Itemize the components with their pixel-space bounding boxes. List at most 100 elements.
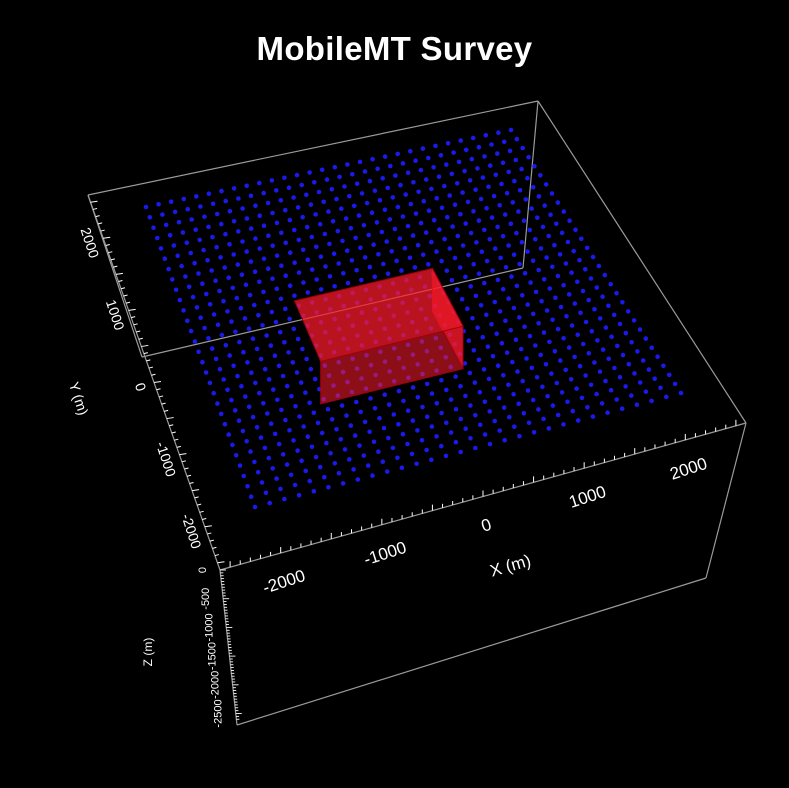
survey-point [252,302,257,308]
survey-point [185,318,190,324]
survey-point [605,410,610,416]
survey-point [458,384,463,389]
survey-point [395,151,401,157]
survey-point [296,270,302,275]
survey-point [204,291,209,297]
survey-point [489,142,494,147]
survey-point [312,376,318,382]
survey-point [632,371,637,376]
survey-point [151,225,156,230]
survey-point [510,200,516,205]
box-edge [236,577,707,726]
survey-point [300,346,305,352]
survey-point [244,216,250,221]
survey-point [609,334,614,340]
survey-point [667,372,672,378]
survey-point [399,268,404,273]
survey-point [238,305,244,311]
survey-point [482,399,488,405]
survey-point [501,373,506,378]
survey-point [356,213,362,218]
y-tick-label: -2000 [178,512,204,551]
survey-point [396,422,401,427]
y-tick [217,561,225,564]
survey-point [257,180,262,186]
survey-point [448,397,454,402]
survey-point [501,139,507,145]
survey-point [541,330,547,335]
survey-point [589,328,595,334]
survey-point [223,198,228,204]
survey-point [300,214,306,220]
survey-point [219,332,225,338]
survey-point [362,255,368,260]
survey-point [606,303,611,309]
survey-point [535,215,540,220]
survey-point [519,166,524,172]
survey-point [529,206,534,211]
survey-point [303,468,309,474]
survey-point [482,432,488,437]
survey-point [270,466,276,471]
survey-point [655,354,660,360]
survey-point [379,229,385,235]
survey-point [186,284,192,290]
survey-point [314,277,320,282]
survey-point [305,257,311,263]
survey-point [241,349,246,355]
survey-point [520,293,525,298]
survey-point [495,277,501,283]
y-tick [192,489,200,492]
survey-point [643,389,649,395]
survey-point [322,474,327,480]
survey-point [376,252,381,257]
survey-point [194,194,199,199]
survey-point [286,185,292,190]
survey-point [237,339,242,345]
survey-point [225,309,230,314]
survey-point [423,230,429,235]
survey-point [606,356,611,362]
survey-point [439,377,444,383]
survey-point [279,407,284,413]
survey-point [512,424,517,430]
survey-point [558,358,563,363]
survey-point [590,254,596,260]
y-tick [128,308,136,311]
survey-point [533,289,539,295]
survey-point [501,405,507,410]
survey-point [566,345,572,350]
survey-point [484,206,489,211]
survey-point [244,183,249,189]
survey-point [646,367,652,372]
y-tick [174,438,179,441]
survey-point [304,224,310,230]
survey-point [254,346,260,352]
survey-point [381,261,386,267]
survey-point [538,173,543,178]
survey-point [637,380,643,385]
survey-point [526,420,532,426]
survey-point [353,235,358,241]
survey-point [466,338,472,344]
survey-point [473,445,478,451]
survey-point [324,440,329,446]
survey-point [211,390,216,396]
y-tick [123,294,128,297]
survey-point [177,297,183,303]
survey-point [399,465,405,471]
survey-point [545,393,550,399]
y-tick [194,496,199,499]
survey-point [497,309,503,314]
survey-point [471,348,477,353]
survey-point [619,406,625,412]
survey-point [213,278,218,284]
survey-point [248,193,254,199]
survey-point [219,188,224,194]
survey-point [315,420,321,426]
survey-point [460,243,466,248]
survey-point [143,204,149,210]
survey-point [209,268,214,273]
survey-point [278,296,284,302]
survey-point [354,267,359,273]
